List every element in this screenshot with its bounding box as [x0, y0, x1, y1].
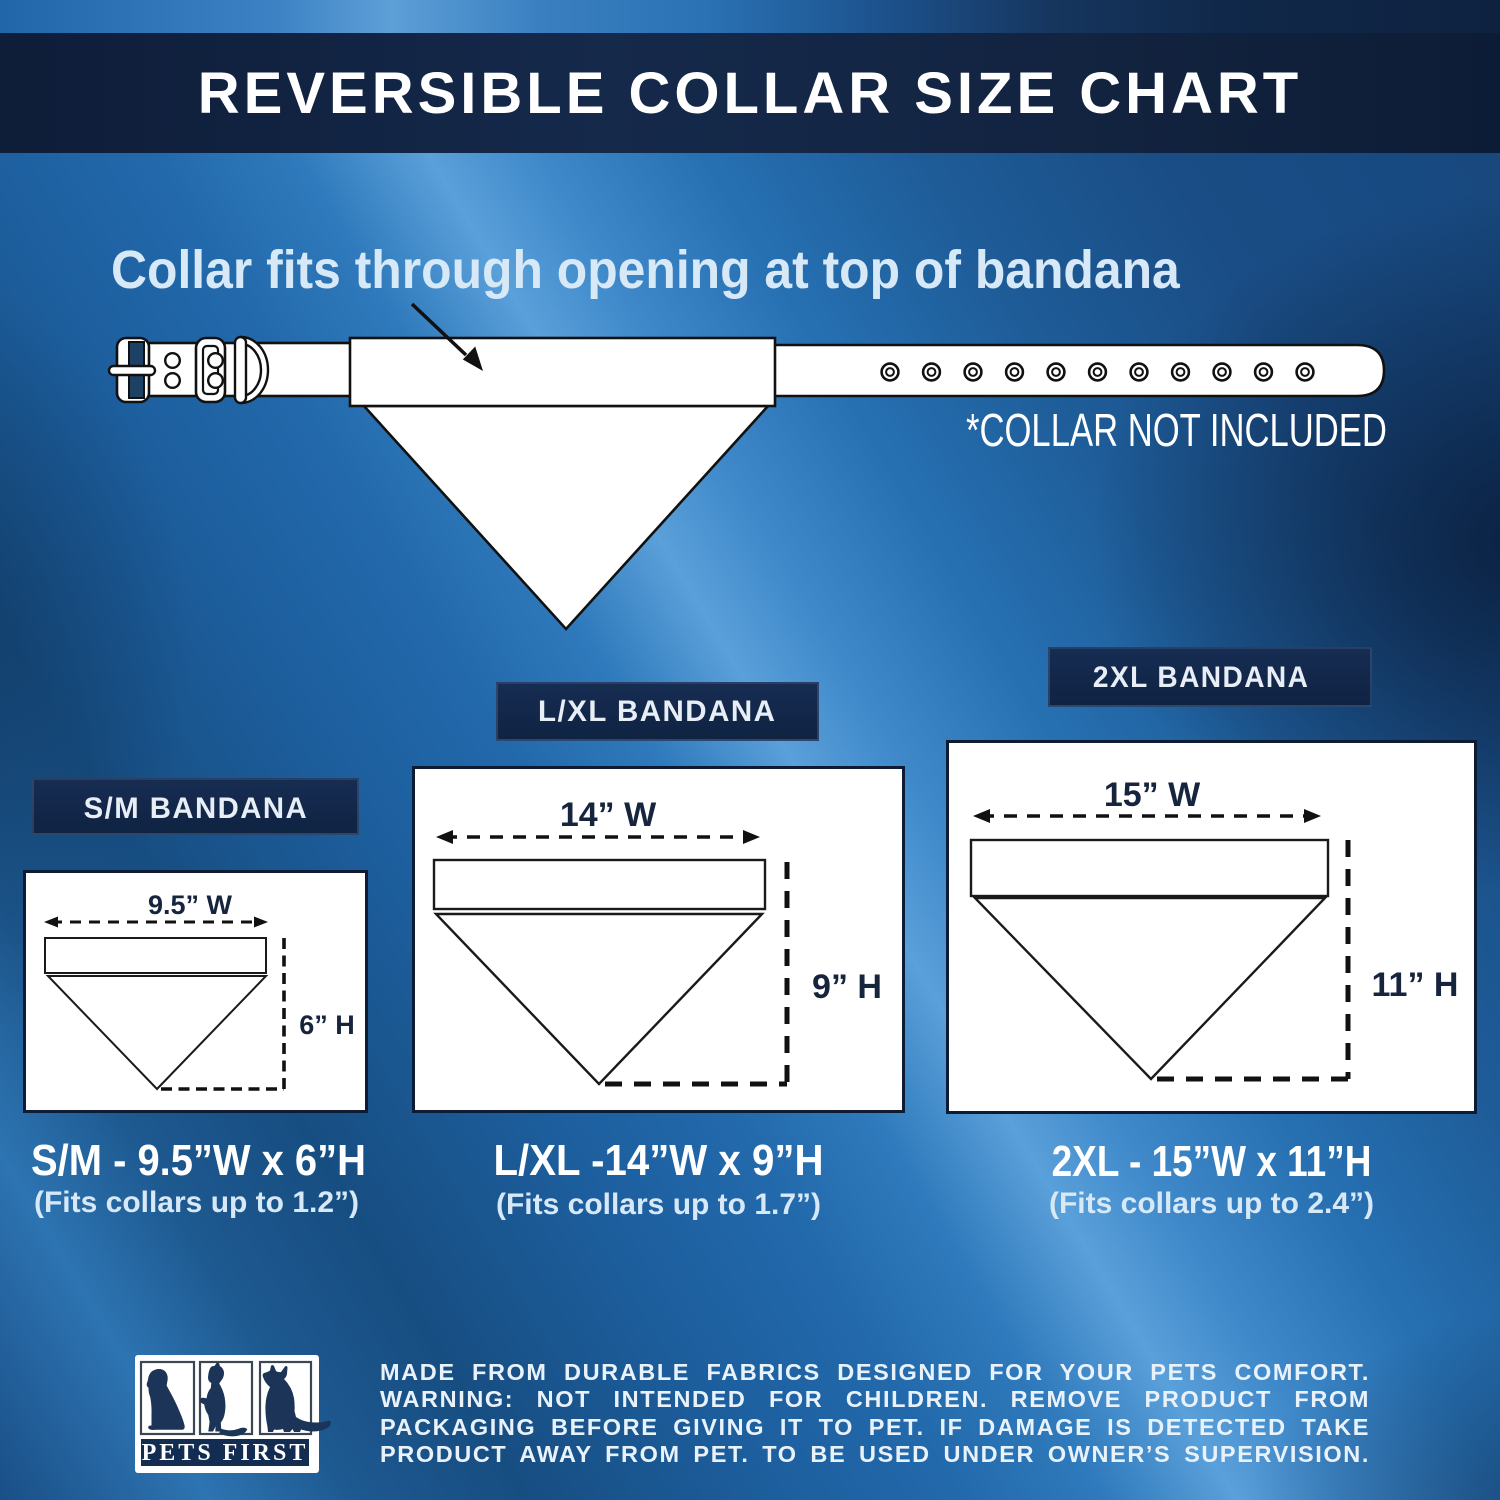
svg-text:9.5” W: 9.5” W	[148, 890, 233, 920]
svg-text:6” H: 6” H	[299, 1010, 355, 1040]
svg-text:9” H: 9” H	[812, 968, 882, 1006]
svg-text:14” W: 14” W	[560, 796, 657, 834]
svg-text:11” H: 11” H	[1372, 966, 1459, 1004]
svg-text:PETS FIRST: PETS FIRST	[142, 1440, 309, 1466]
svg-text:15” W: 15” W	[1104, 776, 1201, 814]
